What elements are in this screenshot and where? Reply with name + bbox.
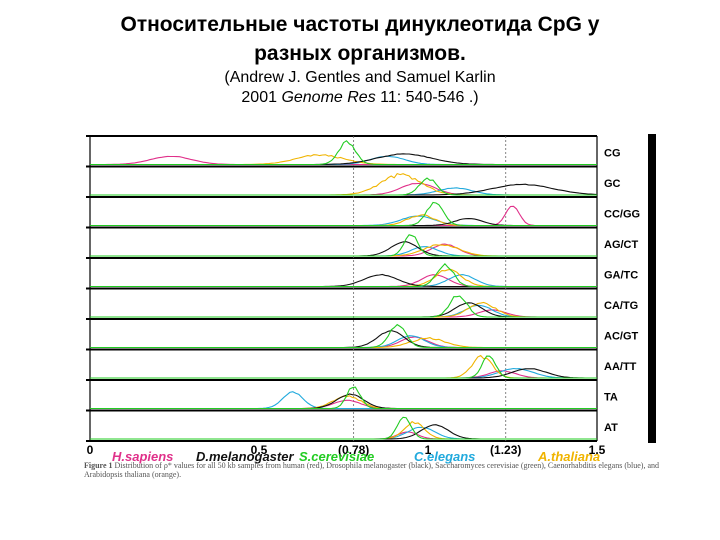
series-line-hsapiens: [90, 431, 597, 440]
series-line-dmelanogaster: [90, 302, 597, 318]
series-line-athaliana: [90, 268, 597, 288]
series-line-dmelanogaster: [90, 273, 597, 288]
series-line-celegans: [90, 426, 597, 440]
x-tick-label: 0.5: [251, 443, 268, 457]
legend-entry: S.cerevisiae: [299, 449, 374, 464]
legend-entry: C.elegans: [414, 449, 475, 464]
series-line-dmelanogaster: [90, 368, 597, 379]
series-line-celegans: [90, 335, 597, 349]
series-line-dmelanogaster: [90, 424, 597, 440]
series-line-celegans: [90, 215, 597, 227]
panel-label: CC/GG: [604, 208, 640, 220]
series-line-scerevisiae: [90, 262, 597, 288]
series-line-athaliana: [90, 420, 597, 440]
series-line-athaliana: [90, 395, 597, 410]
panel-label: AA/TT: [604, 361, 637, 373]
panel-label: TA: [604, 391, 618, 403]
series-line-hsapiens: [90, 370, 597, 379]
right-frame-bar: [648, 134, 656, 443]
series-line-dmelanogaster: [90, 241, 597, 257]
x-tick-label: 0: [87, 443, 94, 457]
citation: (Andrew J. Gentles and Samuel Karlin 200…: [0, 68, 720, 108]
series-line-scerevisiae: [90, 416, 597, 440]
series-line-scerevisiae: [90, 295, 597, 318]
panel-label: AC/GT: [604, 330, 639, 342]
panel-label: AG/CT: [604, 239, 639, 251]
caption-text: Distribution of ρ* values for all 50 kb …: [84, 461, 659, 479]
legend-entry: H.sapiens: [112, 449, 173, 464]
panel-label: GA/TC: [604, 269, 638, 281]
reference-label: (0.78): [338, 443, 369, 457]
series-line-dmelanogaster: [90, 330, 597, 349]
series-line-scerevisiae: [90, 140, 597, 166]
series-line-hsapiens: [90, 274, 597, 288]
series-line-athaliana: [90, 354, 597, 379]
legend-entry: D.melanogaster: [196, 449, 294, 464]
series-line-scerevisiae: [90, 201, 597, 227]
series-line-dmelanogaster: [90, 218, 597, 227]
series-line-celegans: [90, 304, 597, 318]
reference-label: (1.23): [490, 443, 521, 457]
series-line-athaliana: [90, 337, 597, 349]
panel-label: GC: [604, 178, 621, 190]
panel-label: CG: [604, 147, 621, 159]
series-line-hsapiens: [90, 182, 597, 196]
series-line-scerevisiae: [90, 234, 597, 257]
series-line-scerevisiae: [90, 355, 597, 379]
panel-label: AT: [604, 422, 618, 434]
series-line-athaliana: [90, 301, 597, 318]
x-tick-label: 1: [425, 443, 432, 457]
series-line-dmelanogaster: [90, 183, 598, 196]
series-line-dmelanogaster: [90, 153, 597, 166]
series-line-scerevisiae: [90, 386, 597, 410]
citation-line-2: 2001 Genome Res 11: 540-546 .): [0, 88, 720, 108]
series-line-scerevisiae: [90, 177, 597, 196]
page-title: Относительные частоты динуклеотида CpG у…: [0, 10, 720, 68]
citation-volume: 11: 540-546 .): [380, 89, 479, 106]
title-line-2: разных организмов.: [254, 42, 466, 65]
series-line-scerevisiae: [90, 323, 597, 349]
citation-line-1: (Andrew J. Gentles and Samuel Karlin: [224, 69, 496, 86]
figure-caption: Figure 1 Distribution of ρ* values for a…: [84, 461, 664, 487]
series-line-hsapiens: [90, 336, 597, 349]
series-line-hsapiens: [90, 205, 597, 227]
x-tick-label: 1.5: [589, 443, 606, 457]
series-line-hsapiens: [90, 309, 597, 318]
series-line-celegans: [90, 274, 597, 288]
panel-label: CA/TG: [604, 300, 638, 312]
series-line-celegans: [90, 246, 597, 257]
series-line-athaliana: [90, 244, 597, 257]
citation-year: 2001: [241, 89, 277, 106]
title-line-1: Относительные частоты динуклеотида CpG у: [120, 13, 600, 36]
series-line-celegans: [90, 187, 597, 196]
caption-label: Figure 1: [84, 461, 113, 470]
citation-journal: Genome Res: [281, 89, 376, 106]
series-line-hsapiens: [90, 243, 597, 257]
legend-entry: A.thaliana: [537, 449, 600, 464]
